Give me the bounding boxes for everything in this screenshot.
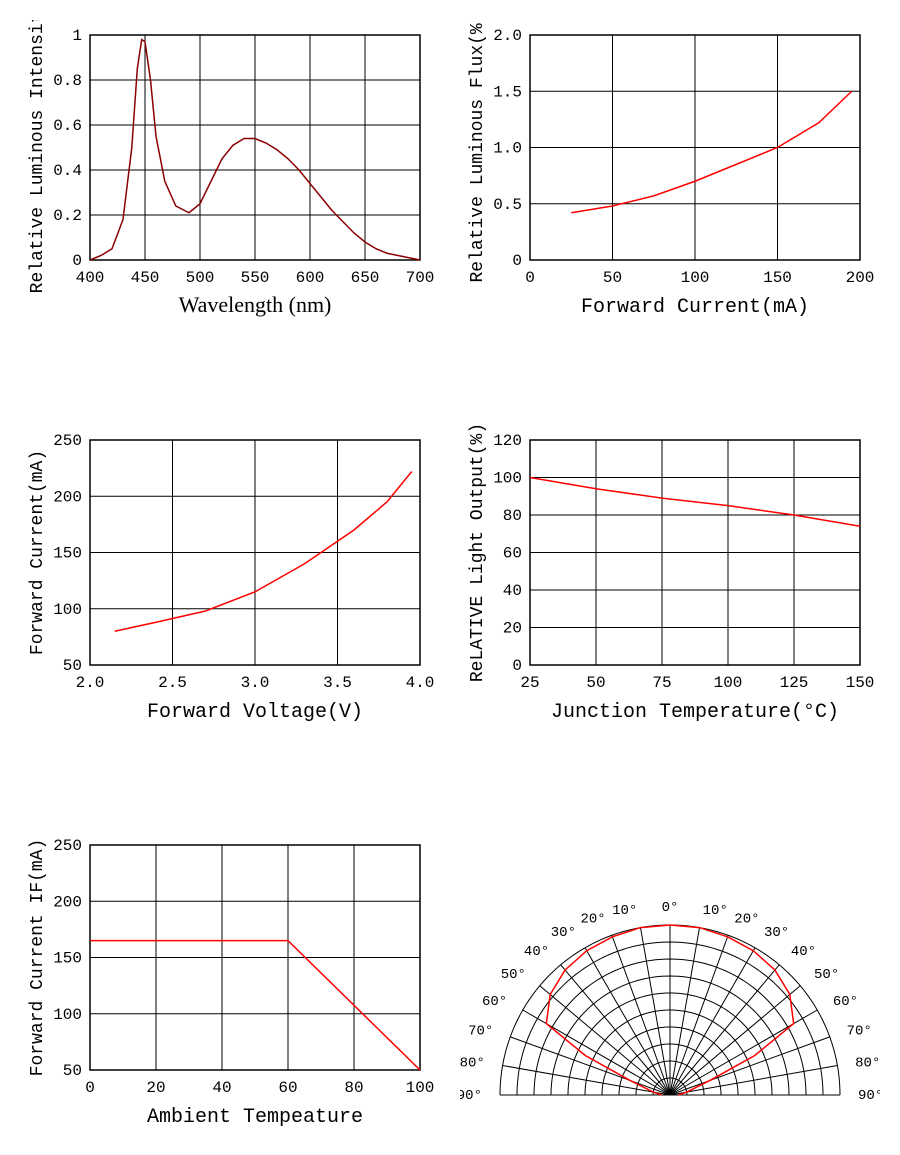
svg-text:600: 600: [296, 269, 325, 287]
svg-text:550: 550: [241, 269, 270, 287]
svg-text:200: 200: [53, 488, 82, 506]
svg-text:2.5: 2.5: [158, 674, 187, 692]
svg-text:50: 50: [63, 657, 82, 675]
svg-text:50: 50: [586, 674, 605, 692]
svg-text:450: 450: [131, 269, 160, 287]
svg-text:400: 400: [76, 269, 105, 287]
svg-text:80°: 80°: [855, 1055, 880, 1071]
svg-text:ReLATIVE Light Output(%): ReLATIVE Light Output(%): [468, 425, 488, 682]
svg-text:30°: 30°: [551, 925, 576, 941]
svg-text:Forward Voltage(V): Forward Voltage(V): [147, 701, 363, 724]
svg-text:0°: 0°: [662, 900, 679, 916]
svg-text:500: 500: [186, 269, 215, 287]
svg-text:150: 150: [763, 269, 792, 287]
svg-text:50: 50: [63, 1062, 82, 1080]
svg-text:650: 650: [351, 269, 380, 287]
chart-spectrum: 400 450 500 550 600 650 700 0 0.2 0.4 0.6 0.8 1 Relat…: [20, 20, 440, 325]
svg-text:Forward Current IF(mA): Forward Current IF(mA): [28, 839, 48, 1077]
svg-text:80: 80: [344, 1079, 363, 1097]
svg-text:100: 100: [714, 674, 743, 692]
svg-text:0: 0: [72, 252, 82, 270]
chart-derate-svg: 0 20 40 60 80 100 50 100 150 200 250 Forward Curren…: [20, 830, 440, 1130]
svg-text:80: 80: [503, 507, 522, 525]
chart-polar-svg: 90°80°70°60°50°40°30°20°10°0°10°20°30°40…: [460, 830, 880, 1130]
svg-text:20: 20: [146, 1079, 165, 1097]
svg-text:90°: 90°: [858, 1088, 880, 1104]
svg-text:10°: 10°: [612, 903, 637, 919]
svg-text:0.5: 0.5: [493, 196, 522, 214]
chart-iv: 2.0 2.5 3.0 3.5 4.0 50 100 150 200 250 Forward Cur…: [20, 425, 440, 730]
svg-text:1.0: 1.0: [493, 140, 522, 158]
svg-text:150: 150: [53, 950, 82, 968]
chart-iv-svg: 2.0 2.5 3.0 3.5 4.0 50 100 150 200 250 Forward Cur…: [20, 425, 440, 725]
svg-text:60: 60: [503, 545, 522, 563]
svg-text:60: 60: [278, 1079, 297, 1097]
svg-text:3.0: 3.0: [241, 674, 270, 692]
svg-text:30°: 30°: [764, 925, 789, 941]
svg-text:80°: 80°: [460, 1055, 485, 1071]
svg-text:100: 100: [406, 1079, 435, 1097]
svg-text:25: 25: [520, 674, 539, 692]
svg-text:120: 120: [493, 432, 522, 450]
svg-text:60°: 60°: [482, 994, 507, 1010]
svg-text:40°: 40°: [791, 944, 816, 960]
svg-text:0.8: 0.8: [53, 72, 82, 90]
svg-text:75: 75: [652, 674, 671, 692]
svg-text:60°: 60°: [833, 994, 858, 1010]
svg-text:0.2: 0.2: [53, 207, 82, 225]
svg-text:10°: 10°: [703, 903, 728, 919]
svg-text:150: 150: [53, 545, 82, 563]
svg-text:0.4: 0.4: [53, 162, 82, 180]
svg-text:50°: 50°: [814, 967, 839, 983]
svg-text:50: 50: [603, 269, 622, 287]
chart-derate: 0 20 40 60 80 100 50 100 150 200 250 Forward Curren…: [20, 830, 440, 1135]
svg-text:0: 0: [525, 269, 535, 287]
svg-text:70°: 70°: [847, 1024, 872, 1040]
svg-text:Forward Current(mA): Forward Current(mA): [28, 450, 48, 655]
svg-text:1: 1: [72, 27, 82, 45]
svg-text:250: 250: [53, 432, 82, 450]
svg-text:100: 100: [681, 269, 710, 287]
svg-text:150: 150: [846, 674, 875, 692]
svg-text:700: 700: [406, 269, 435, 287]
svg-text:4.0: 4.0: [406, 674, 435, 692]
charts-grid: 40045050055060065070000.20.40.60.81Relat…: [20, 20, 880, 1135]
svg-text:70°: 70°: [468, 1024, 493, 1040]
chart-thermal: 25 50 75 100 125 150 0 20 40 60 80 100 120 ReLATIVE L…: [460, 425, 880, 730]
svg-text:100: 100: [53, 1006, 82, 1024]
chart-thermal-svg: 25 50 75 100 125 150 0 20 40 60 80 100 120 ReLATIVE L…: [460, 425, 880, 725]
svg-text:100: 100: [53, 601, 82, 619]
svg-text:200: 200: [53, 893, 82, 911]
svg-text:125: 125: [780, 674, 809, 692]
chart-flux: 0 50 100 150 200 0 0.5 1.0 1.5 2.0 Relative Lumino…: [460, 20, 880, 325]
svg-text:Forward Current(mA): Forward Current(mA): [581, 296, 809, 319]
svg-text:20: 20: [503, 620, 522, 638]
svg-text:0: 0: [85, 1079, 95, 1097]
svg-text:100: 100: [493, 470, 522, 488]
svg-text:40°: 40°: [524, 944, 549, 960]
svg-text:40: 40: [212, 1079, 231, 1097]
svg-text:0: 0: [512, 252, 522, 270]
svg-text:1.5: 1.5: [493, 83, 522, 101]
chart-polar: 90°80°70°60°50°40°30°20°10°0°10°20°30°40…: [460, 830, 880, 1135]
svg-text:2.0: 2.0: [76, 674, 105, 692]
svg-text:90°: 90°: [460, 1088, 482, 1104]
svg-text:20°: 20°: [734, 911, 759, 927]
svg-text:Junction Temperature(°C): Junction Temperature(°C): [551, 701, 839, 724]
svg-text:20°: 20°: [580, 911, 605, 927]
svg-text:250: 250: [53, 837, 82, 855]
svg-text:40: 40: [503, 582, 522, 600]
chart-flux-svg: 0 50 100 150 200 0 0.5 1.0 1.5 2.0 Relative Lumino…: [460, 20, 880, 320]
svg-text:200: 200: [846, 269, 875, 287]
svg-text:2.0: 2.0: [493, 27, 522, 45]
svg-text:Relative Luminous Intensity: Relative Luminous Intensity: [28, 20, 48, 293]
chart-spectrum-svg: 400 450 500 550 600 650 700 0 0.2 0.4 0.6 0.8 1 Relat…: [20, 20, 440, 320]
svg-text:Ambient Tempeature: Ambient Tempeature: [147, 1106, 363, 1129]
svg-text:0.6: 0.6: [53, 117, 82, 135]
svg-text:0: 0: [512, 657, 522, 675]
svg-text:Wavelength (nm): Wavelength (nm): [179, 292, 332, 317]
svg-text:50°: 50°: [501, 967, 526, 983]
svg-text:Relative Luminous Flux(%): Relative Luminous Flux(%): [468, 20, 488, 283]
svg-text:3.5: 3.5: [323, 674, 352, 692]
